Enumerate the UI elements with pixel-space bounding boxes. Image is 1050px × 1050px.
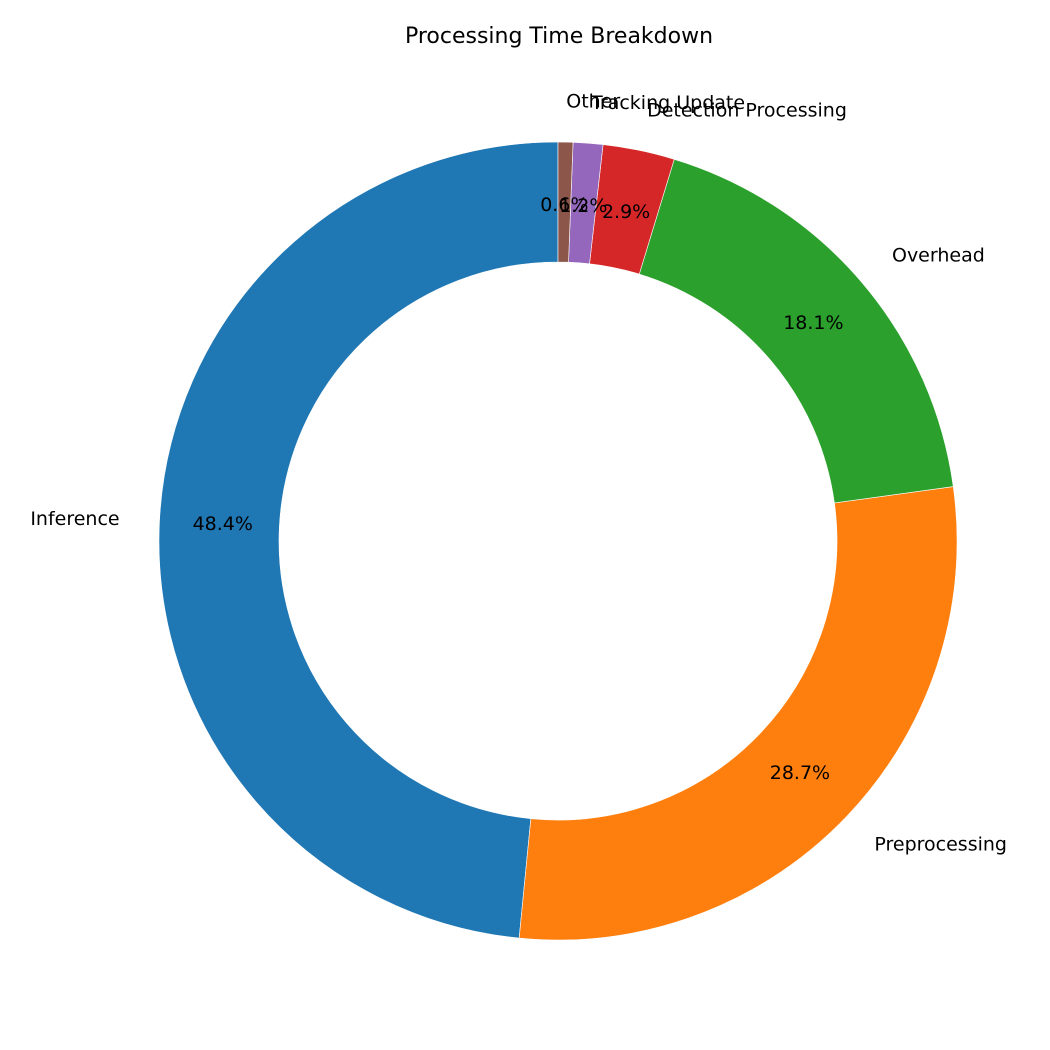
- labels-group: Inference 48.4% Preprocessing 28.7% Overhead…: [30, 91, 1007, 856]
- slices-group: [158, 141, 958, 941]
- slice-label: Detection Processing: [647, 100, 847, 122]
- slice-overhead: [638, 158, 954, 504]
- slice-label: Preprocessing: [874, 834, 1007, 856]
- slice-label: Tracking Update: [590, 92, 745, 114]
- chart-title: Processing Time Breakdown: [405, 24, 713, 49]
- percentage-label: 18.1%: [783, 312, 843, 334]
- percentage-label: 0.6%: [540, 194, 588, 216]
- slice-label: Other: [566, 91, 620, 113]
- slice-inference: [158, 141, 559, 939]
- percentage-label: 48.4%: [193, 513, 253, 535]
- slice-label: Inference: [30, 508, 119, 530]
- slice-other: [557, 141, 574, 263]
- slice-preprocessing: [518, 486, 958, 941]
- slice-label: Overhead: [892, 245, 985, 267]
- percentage-label: 28.7%: [770, 762, 830, 784]
- percentage-label: 1.2%: [559, 195, 607, 217]
- percentage-label: 2.9%: [602, 201, 650, 223]
